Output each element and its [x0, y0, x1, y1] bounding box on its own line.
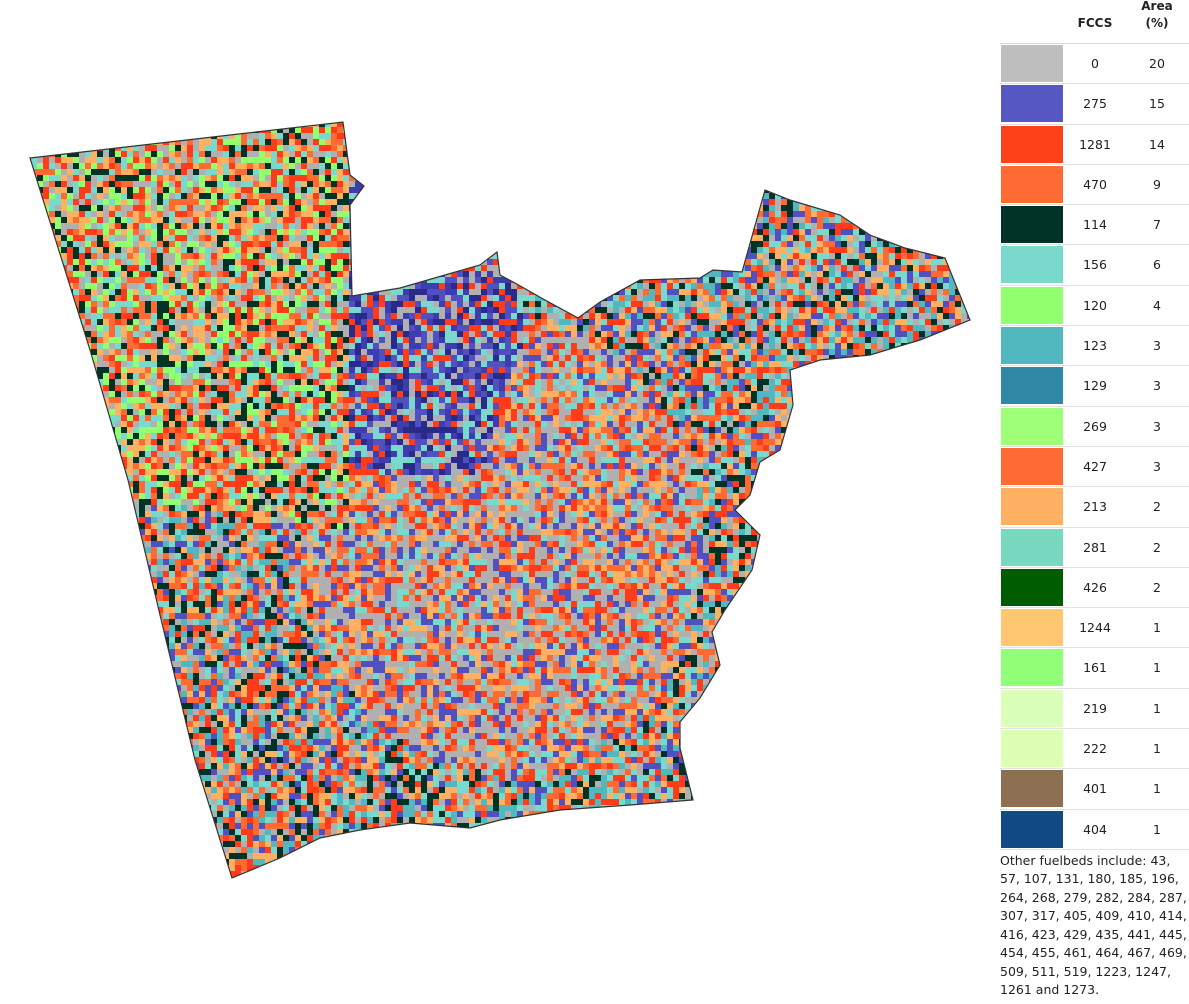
- legend-area-value: 2: [1126, 528, 1188, 568]
- legend-fccs-value: 213: [1064, 487, 1126, 527]
- legend-fccs-value: 427: [1064, 447, 1126, 487]
- legend-fccs-value: 161: [1064, 648, 1126, 688]
- legend-row: 275 15: [1000, 84, 1189, 125]
- header-area: Area (%): [1126, 0, 1188, 32]
- legend-fccs-value: 426: [1064, 568, 1126, 608]
- legend-area-value: 2: [1126, 487, 1188, 527]
- legend-fccs-value: 120: [1064, 286, 1126, 326]
- legend-area-value: 14: [1126, 125, 1188, 165]
- legend-area-value: 3: [1126, 447, 1188, 487]
- legend-rows: 0 20 275 15 1281 14 470 9 114 7 156 6 120 4 123 3 129 3 26…: [1000, 43, 1189, 850]
- legend-swatch: [1001, 730, 1063, 768]
- legend-swatch: [1001, 407, 1063, 445]
- legend-area-value: 1: [1126, 689, 1188, 729]
- fuelbed-map: [29, 121, 971, 879]
- legend-row: 129 3: [1000, 366, 1189, 407]
- legend-row: 156 6: [1000, 245, 1189, 286]
- legend-fccs-value: 1244: [1064, 608, 1126, 648]
- legend-row: 114 7: [1000, 205, 1189, 246]
- legend-area-value: 3: [1126, 326, 1188, 366]
- legend-area-value: 1: [1126, 810, 1188, 850]
- fuelbed-raster: [30, 122, 970, 878]
- header-fccs: FCCS: [1064, 16, 1126, 30]
- legend-row: 426 2: [1000, 568, 1189, 609]
- county-boundary: [29, 121, 971, 879]
- legend-row: 470 9: [1000, 165, 1189, 206]
- legend-swatch: [1001, 206, 1063, 244]
- legend-row: 401 1: [1000, 769, 1189, 810]
- legend-fccs-value: 156: [1064, 245, 1126, 285]
- legend-swatch: [1001, 246, 1063, 284]
- legend-swatch: [1001, 689, 1063, 727]
- legend-row: 269 3: [1000, 407, 1189, 447]
- legend-area-value: 6: [1126, 245, 1188, 285]
- legend-swatch: [1001, 528, 1063, 566]
- legend-table: FCCS Area (%) 0 20 275 15 1281 14 470 9 114 7 156 6…: [1000, 0, 1189, 1004]
- legend-fccs-value: 281: [1064, 528, 1126, 568]
- header-area-line2: (%): [1126, 15, 1188, 32]
- fuelbed-map-svg: [29, 121, 971, 879]
- legend-fccs-value: 269: [1064, 407, 1126, 447]
- legend-swatch: [1001, 649, 1063, 687]
- legend-fccs-value: 401: [1064, 769, 1126, 809]
- legend-row: 281 2: [1000, 528, 1189, 568]
- legend-swatch: [1001, 810, 1063, 848]
- legend-swatch: [1001, 327, 1063, 365]
- legend-row: 120 4: [1000, 286, 1189, 327]
- legend-fccs-value: 470: [1064, 165, 1126, 205]
- legend-row: 0 20: [1000, 44, 1189, 85]
- legend-area-value: 4: [1126, 286, 1188, 326]
- legend-swatch: [1001, 447, 1063, 485]
- legend-fccs-value: 1281: [1064, 125, 1126, 165]
- legend-row: 1244 1: [1000, 608, 1189, 649]
- header-area-line1: Area: [1126, 0, 1188, 15]
- legend-area-value: 20: [1126, 44, 1188, 84]
- legend-swatch: [1001, 488, 1063, 526]
- legend-swatch: [1001, 609, 1063, 647]
- legend-swatch: [1001, 367, 1063, 405]
- legend-fccs-value: 123: [1064, 326, 1126, 366]
- legend-row: 404 1: [1000, 810, 1189, 850]
- legend-area-value: 3: [1126, 366, 1188, 406]
- other-fuelbeds-note: Other fuelbeds include: 43, 57, 107, 131…: [1000, 852, 1189, 1000]
- legend-area-value: 15: [1126, 84, 1188, 124]
- legend-area-value: 9: [1126, 165, 1188, 205]
- legend-area-value: 1: [1126, 769, 1188, 809]
- legend-swatch: [1001, 125, 1063, 163]
- legend-area-value: 2: [1126, 568, 1188, 608]
- legend-fccs-value: 129: [1064, 366, 1126, 406]
- legend-row: 219 1: [1000, 689, 1189, 730]
- legend-row: 1281 14: [1000, 125, 1189, 165]
- legend-fccs-value: 404: [1064, 810, 1126, 850]
- legend-fccs-value: 219: [1064, 689, 1126, 729]
- legend-row: 213 2: [1000, 487, 1189, 528]
- legend-swatch: [1001, 85, 1063, 123]
- legend-swatch: [1001, 45, 1063, 82]
- legend-fccs-value: 0: [1064, 44, 1126, 84]
- legend-header: FCCS Area (%): [1000, 0, 1189, 43]
- legend-fccs-value: 222: [1064, 729, 1126, 769]
- legend-row: 123 3: [1000, 326, 1189, 367]
- legend-swatch: [1001, 165, 1063, 203]
- legend-swatch: [1001, 770, 1063, 808]
- legend-fccs-value: 275: [1064, 84, 1126, 124]
- legend-row: 427 3: [1000, 447, 1189, 488]
- legend-area-value: 1: [1126, 608, 1188, 648]
- legend-area-value: 3: [1126, 407, 1188, 447]
- legend-row: 222 1: [1000, 729, 1189, 770]
- legend-fccs-value: 114: [1064, 205, 1126, 245]
- legend-swatch: [1001, 568, 1063, 606]
- legend-swatch: [1001, 286, 1063, 324]
- legend-area-value: 1: [1126, 648, 1188, 688]
- legend-area-value: 1: [1126, 729, 1188, 769]
- legend-row: 161 1: [1000, 648, 1189, 689]
- legend-area-value: 7: [1126, 205, 1188, 245]
